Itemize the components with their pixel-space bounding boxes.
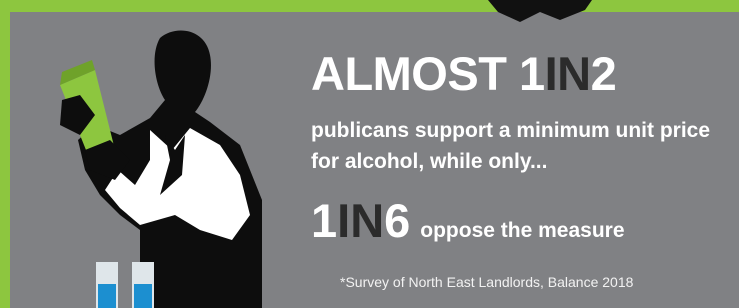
headline-prefix: ALMOST — [311, 47, 506, 100]
secondary-number: 1 — [311, 194, 337, 247]
secondary-total: 6 — [384, 194, 410, 247]
headline-word: IN — [545, 47, 591, 100]
liquid — [98, 284, 116, 308]
infographic: ALMOST 1IN2 publicans support a minimum … — [0, 0, 739, 308]
secondary-word: IN — [337, 194, 384, 247]
legs-silhouette — [488, 0, 592, 22]
secondary-stat: 1IN6 oppose the measure — [311, 197, 625, 244]
top-band — [0, 0, 739, 12]
body-text: publicans support a minimum unit price f… — [311, 115, 731, 177]
headline: ALMOST 1IN2 — [311, 50, 616, 97]
source-note: *Survey of North East Landlords, Balance… — [340, 274, 633, 290]
left-band — [0, 0, 10, 308]
headline-number: 1 — [519, 47, 545, 100]
liquid — [134, 284, 152, 308]
secondary-suffix: oppose the measure — [420, 219, 624, 242]
headline-total: 2 — [591, 47, 617, 100]
